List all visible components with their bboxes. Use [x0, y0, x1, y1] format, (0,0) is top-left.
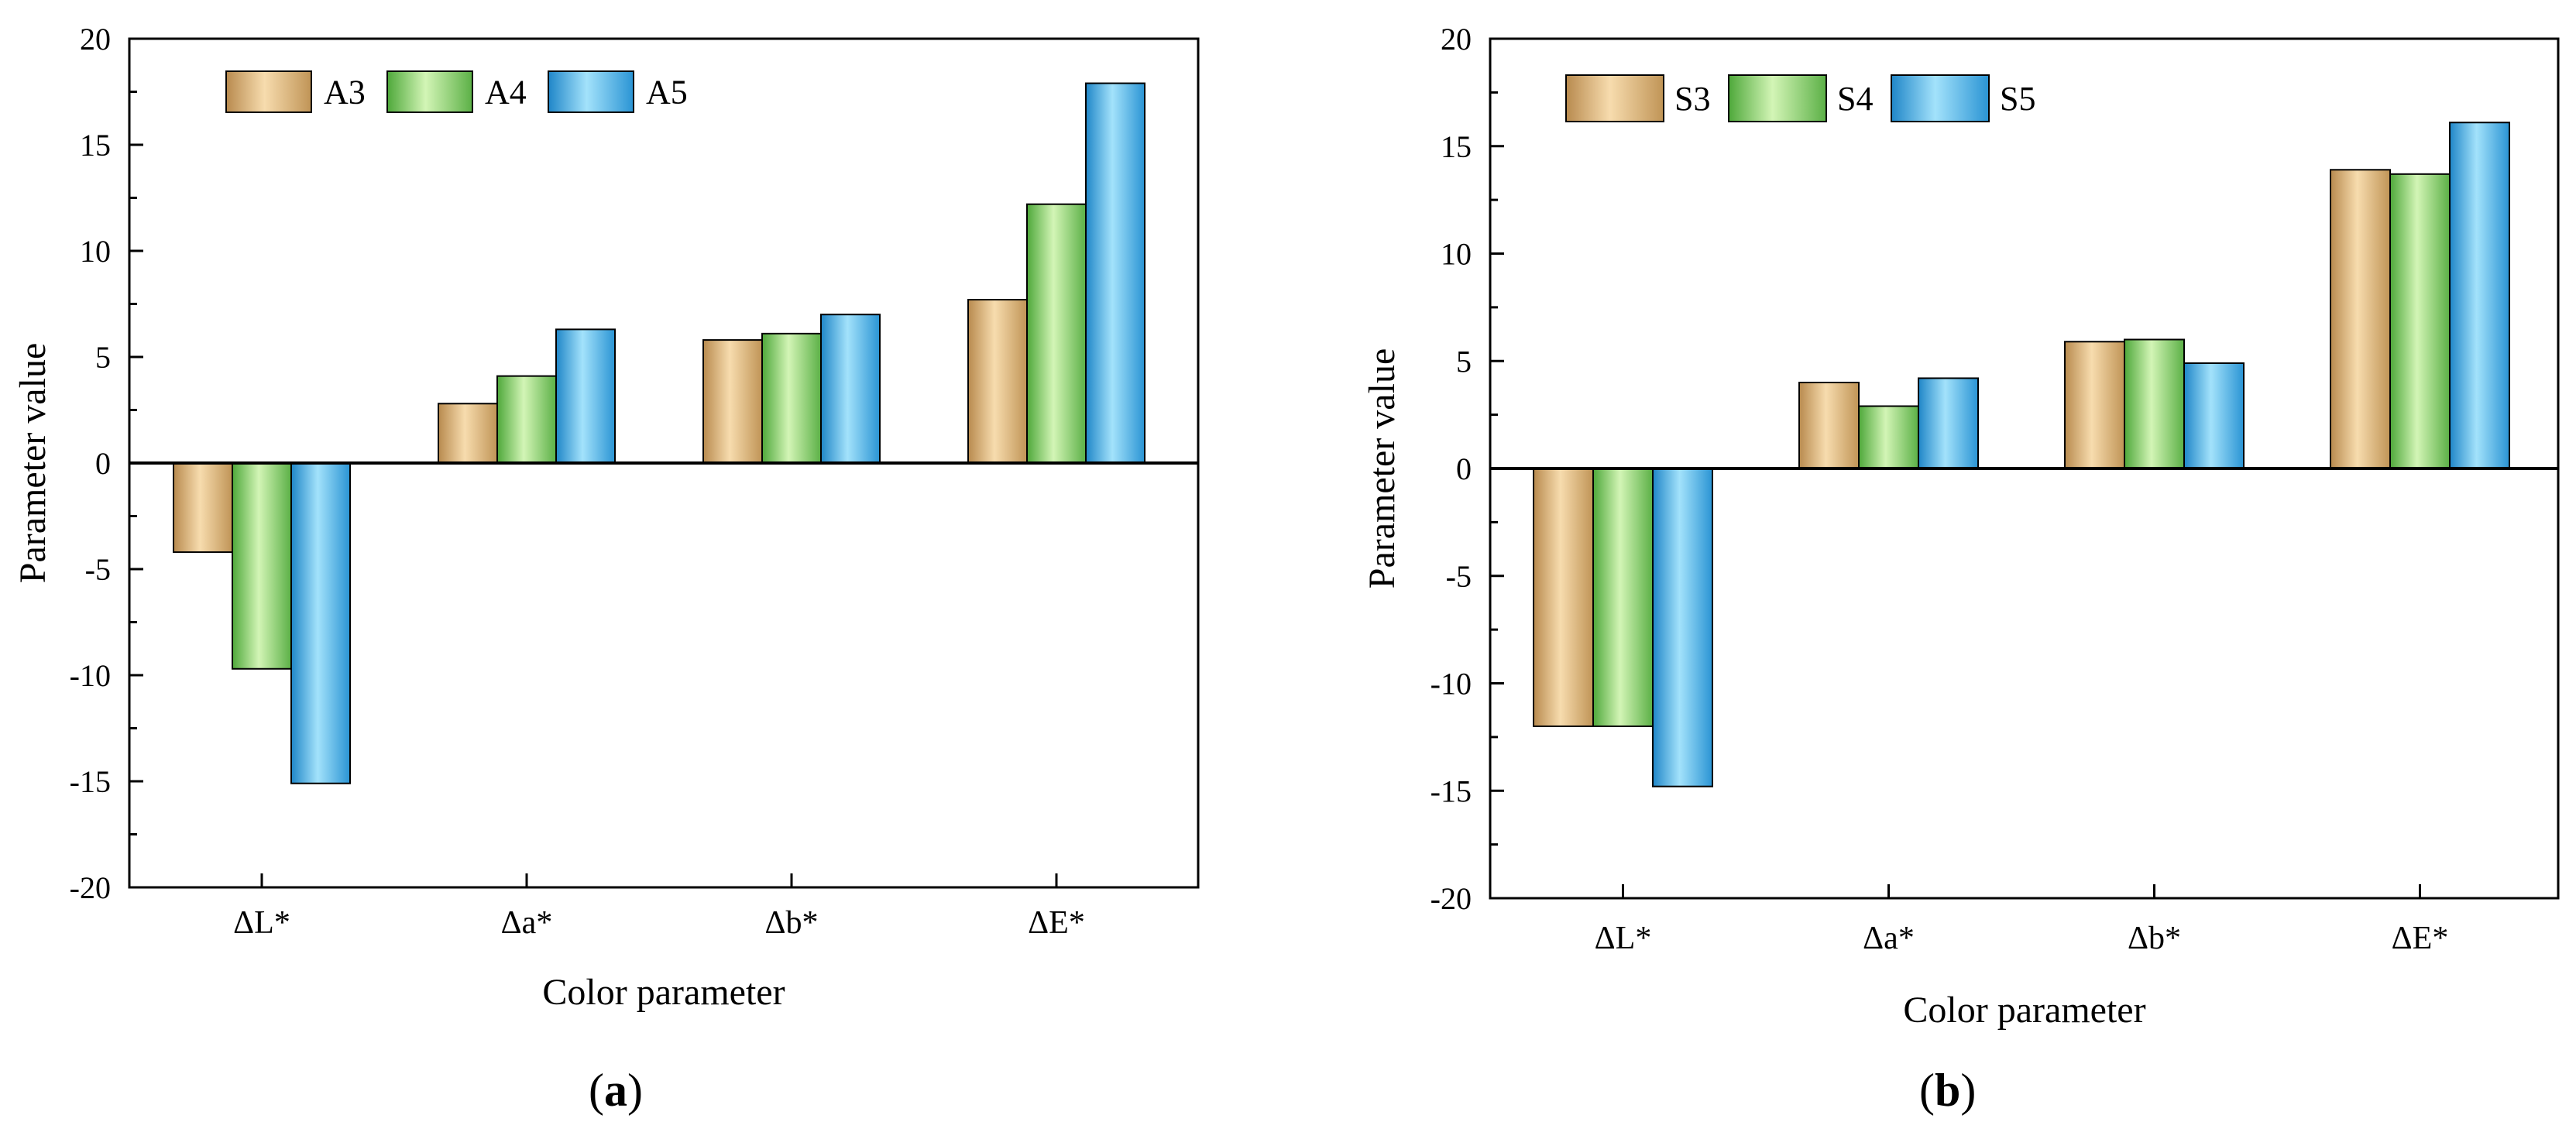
y-tick-label: -15	[1431, 774, 1472, 808]
y-axis-tick-labels: 20 15 10 5 0 -5 -10 -15 -20	[1431, 22, 1472, 916]
bar-s4-2	[1858, 405, 1919, 470]
y-tick-label: -20	[1431, 881, 1472, 916]
bars	[173, 82, 1145, 784]
bar-s4-3	[2124, 338, 2185, 469]
bar-s5-3	[2183, 362, 2245, 469]
x-category-label: Δb*	[2128, 921, 2181, 956]
y-axis-title: Parameter value	[1362, 348, 1403, 589]
bar-s4-1	[1592, 468, 1654, 727]
bar-s3-1	[1533, 468, 1594, 727]
panel-label: (a)	[589, 1065, 643, 1116]
bar-a5-3	[820, 314, 881, 465]
y-tick-label: 15	[1441, 129, 1472, 164]
bar-a3-1	[173, 462, 233, 554]
legend-label-a3: A3	[324, 74, 366, 111]
y-tick-label: 0	[95, 446, 111, 481]
x-category-label: Δa*	[501, 905, 553, 941]
bar-s3-2	[1798, 382, 1860, 469]
x-axis-ticks	[260, 873, 1058, 887]
y-tick-label: -20	[70, 870, 111, 905]
x-category-label: Δb*	[764, 905, 818, 941]
legend-swatch-s5	[1891, 74, 1990, 122]
y-tick-label: 10	[80, 234, 111, 269]
legend-swatch-s4	[1728, 74, 1827, 122]
x-category-label: ΔE*	[2392, 921, 2449, 956]
bars	[1533, 122, 2510, 787]
x-axis-category-labels: ΔL* Δa* Δb* ΔE*	[1595, 921, 2449, 956]
y-tick-label: 15	[80, 128, 111, 163]
legend-swatch-a3	[225, 70, 312, 113]
bar-a4-4	[1026, 203, 1087, 464]
x-category-label: ΔL*	[1595, 921, 1652, 956]
bar-a4-1	[232, 462, 292, 670]
bar-s5-1	[1652, 468, 1713, 787]
x-axis-ticks	[1622, 884, 2421, 898]
y-axis-tick-labels: 20 15 10 5 0 -5 -10 -15 -20	[70, 22, 111, 905]
x-category-label: ΔL*	[233, 905, 290, 941]
x-axis-category-labels: ΔL* Δa* Δb* ΔE*	[233, 905, 1085, 941]
legend: A3 A4 A5	[225, 70, 688, 113]
bar-a5-1	[290, 462, 351, 784]
legend-label-s3: S3	[1674, 80, 1710, 118]
legend-swatch-a5	[548, 70, 634, 113]
y-tick-label: -15	[70, 764, 111, 799]
bar-s3-4	[2330, 169, 2391, 469]
y-tick-label: -5	[85, 552, 111, 587]
bar-a5-4	[1085, 82, 1145, 464]
legend-label-a4: A4	[485, 74, 527, 111]
x-axis-title: Color parameter	[1903, 990, 2145, 1031]
y-tick-label: -5	[1446, 559, 1472, 594]
panel-label-letter: b	[1935, 1065, 1960, 1116]
y-tick-label: 5	[1456, 344, 1472, 379]
bar-a4-2	[496, 375, 557, 464]
legend-swatch-a4	[386, 70, 473, 113]
y-tick-label: 10	[1441, 237, 1472, 272]
legend: S3 S4 S5	[1565, 74, 2035, 122]
x-axis-title: Color parameter	[542, 972, 785, 1013]
bar-a3-2	[438, 403, 498, 465]
y-tick-label: 0	[1456, 451, 1472, 486]
bar-a5-2	[555, 328, 616, 464]
y-axis-title: Parameter value	[12, 343, 53, 584]
bar-a3-3	[702, 339, 763, 464]
bar-a3-4	[967, 299, 1028, 464]
bar-s3-3	[2064, 341, 2125, 469]
panel-label: (b)	[1919, 1065, 1976, 1116]
bar-s5-2	[1918, 377, 1979, 470]
legend-swatch-s3	[1565, 74, 1664, 122]
bar-a4-3	[761, 332, 822, 464]
y-tick-label: 20	[1441, 22, 1472, 57]
y-tick-label: 5	[95, 340, 111, 375]
y-tick-label: -10	[1431, 667, 1472, 702]
bar-s4-4	[2389, 173, 2451, 469]
legend-label-s5: S5	[2000, 80, 2035, 118]
bar-s5-4	[2449, 122, 2510, 469]
panel-label-letter: a	[604, 1065, 627, 1116]
y-tick-label: 20	[80, 22, 111, 57]
x-category-label: Δa*	[1863, 921, 1915, 956]
y-tick-label: -10	[70, 658, 111, 693]
legend-label-s4: S4	[1837, 80, 1873, 118]
x-category-label: ΔE*	[1028, 905, 1085, 941]
legend-label-a5: A5	[646, 74, 688, 111]
